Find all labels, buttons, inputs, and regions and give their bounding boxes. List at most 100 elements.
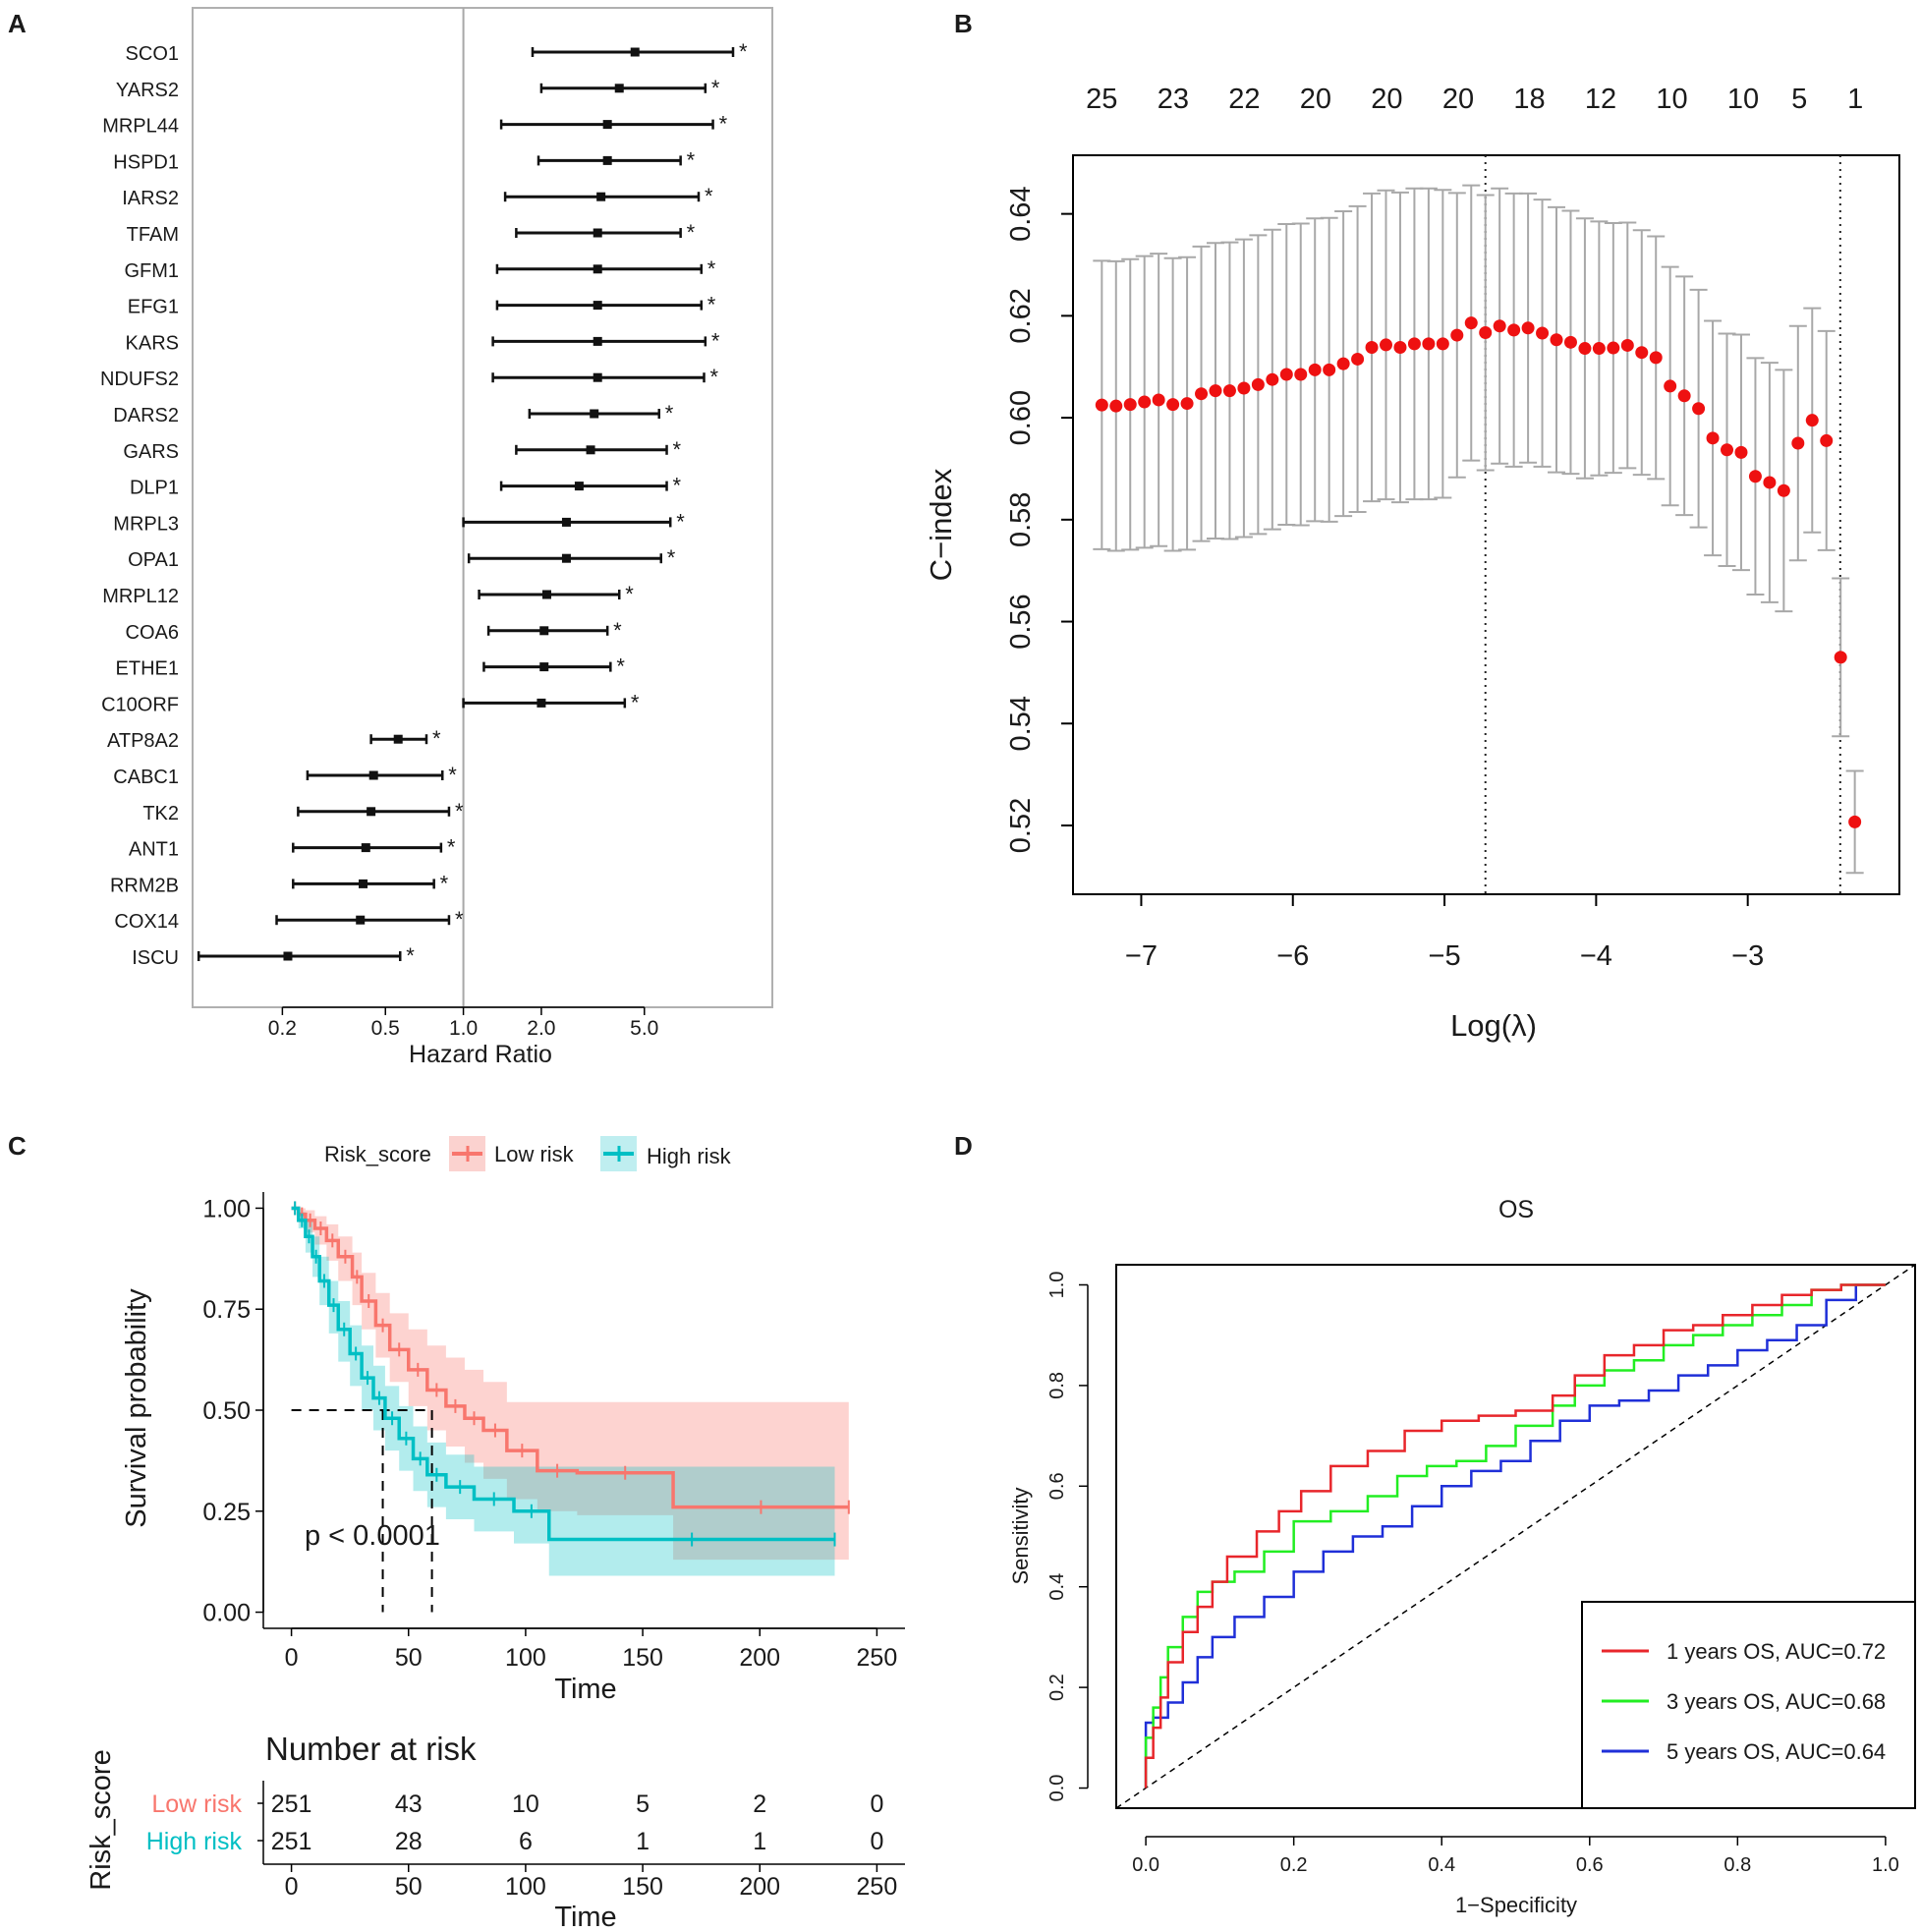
roc-y-tick-label: 0.6 (1046, 1472, 1068, 1500)
cindex-point (1365, 341, 1379, 355)
risk-table-count: 43 (395, 1790, 423, 1818)
cindex-point (1521, 321, 1535, 335)
forest-significance-star: * (616, 654, 625, 679)
cindex-y-tick-label: 0.56 (1005, 594, 1037, 649)
forest-significance-star: * (447, 835, 456, 860)
cindex-x-tick-label: −7 (1125, 940, 1158, 972)
forest-point-estimate (368, 770, 378, 780)
km-plot: Risk_score Low risk High risk 0.000.250.… (121, 1136, 905, 1705)
km-p-value: p < 0.0001 (305, 1520, 440, 1552)
roc-x-tick-label: 0.4 (1428, 1854, 1455, 1876)
cindex-point (1748, 470, 1762, 483)
cindex-point (1479, 325, 1493, 339)
risk-table-x-tick-label: 250 (857, 1873, 898, 1901)
roc-x-tick-label: 0.8 (1723, 1854, 1751, 1876)
forest-gene-label: TK2 (142, 803, 179, 824)
cindex-marks: −7 −6 −5 −4 −3 0.52 0.54 0.56 0.58 0.60 0.62 0.64 25… (1005, 84, 1864, 972)
cindex-point (1222, 384, 1236, 398)
cindex-point (1607, 341, 1620, 355)
cindex-point (1195, 387, 1209, 401)
forest-gene-label: RRM2B (110, 875, 179, 896)
forest-point-estimate (393, 734, 403, 744)
roc-curve (1144, 1283, 1886, 1789)
km-legend-high-risk: High risk (647, 1144, 732, 1168)
km-marks: 0.00 0.25 0.50 0.75 1.00 0 50 100 150 200 250 (202, 1192, 905, 1672)
forest-point-estimate (539, 626, 549, 636)
km-legend-title: Risk_score (324, 1142, 431, 1166)
cindex-point (1095, 398, 1108, 412)
forest-significance-star: * (665, 401, 674, 426)
forest-marks: 0.2 0.5 1.0 2.0 5.0 SCO1 * YARS2 * MRPL44 * HSPD1 * I… (100, 8, 748, 1040)
cindex-point (1578, 342, 1592, 356)
cindex-point (1180, 397, 1194, 411)
km-y-tick-label: 0.25 (202, 1499, 251, 1526)
cindex-point (1138, 395, 1152, 409)
cindex-y-tick-label: 0.64 (1005, 186, 1037, 241)
roc-y-tick-label: 0.8 (1046, 1372, 1068, 1399)
forest-gene-label: YARS2 (116, 80, 179, 101)
panel-label-b: B (954, 9, 973, 38)
risk-table-count: 6 (519, 1828, 533, 1855)
km-x-tick-label: 0 (285, 1644, 299, 1672)
forest-point-estimate (630, 47, 640, 57)
cindex-y-tick-label: 0.60 (1005, 390, 1037, 445)
forest-point-estimate (359, 879, 368, 888)
cindex-point (1649, 351, 1663, 365)
forest-point-estimate (590, 409, 599, 419)
forest-significance-star: * (676, 509, 685, 534)
forest-significance-star: * (455, 907, 464, 932)
cindex-point (1763, 476, 1777, 489)
forest-significance-star: * (613, 618, 622, 643)
cindex-y-tick-label: 0.58 (1005, 492, 1037, 547)
forest-significance-star: * (739, 39, 748, 64)
cindex-point (1323, 363, 1336, 376)
risk-table-row-label: Low risk (151, 1790, 242, 1818)
risk-table-count: 0 (870, 1828, 883, 1855)
forest-point-estimate (283, 951, 293, 961)
forest-point-estimate (602, 120, 612, 130)
forest-significance-star: * (448, 763, 457, 787)
km-survival-curve (291, 1206, 835, 1542)
forest-point-estimate (541, 590, 551, 599)
risk-table-count: 0 (870, 1790, 883, 1818)
risk-table-count: 10 (512, 1790, 539, 1818)
forest-gene-label: MRPL3 (113, 513, 179, 535)
forest-significance-star: * (673, 437, 682, 462)
roc-marks: 0.0 0.0 0.2 0.2 0.4 0.4 0.6 0.6 0.8 0.8 1.0 1.0 1 ye… (1046, 1264, 1916, 1876)
risk-table-count: 5 (636, 1790, 650, 1818)
risk-table-y-axis-label: Risk_score (85, 1749, 117, 1890)
cindex-point (1620, 338, 1634, 352)
km-y-tick-label: 1.00 (202, 1195, 251, 1222)
cindex-point (1734, 445, 1748, 459)
risk-table-x-tick-label: 0 (285, 1873, 299, 1901)
forest-x-tick-label: 2.0 (527, 1017, 555, 1040)
forest-gene-label: KARS (126, 332, 179, 354)
km-x-tick-label: 50 (395, 1644, 423, 1672)
cindex-x-tick-label: −6 (1276, 940, 1309, 972)
forest-significance-star: * (432, 726, 441, 751)
risk-table-count: 251 (271, 1790, 312, 1818)
forest-gene-label: CABC1 (113, 767, 179, 788)
forest-point-estimate (602, 155, 612, 165)
km-x-tick-label: 200 (739, 1644, 780, 1672)
km-y-tick-label: 0.50 (202, 1397, 251, 1425)
cindex-point (1805, 414, 1819, 427)
cindex-point (1109, 399, 1123, 413)
risk-table-row-label: High risk (146, 1828, 243, 1855)
roc-legend-label: 3 years OS, AUC=0.68 (1667, 1689, 1886, 1714)
cindex-plot: −7 −6 −5 −4 −3 0.52 0.54 0.56 0.58 0.60 0.62 0.64 25… (924, 84, 1900, 1043)
cindex-point (1351, 352, 1365, 366)
forest-gene-label: ISCU (132, 947, 179, 969)
forest-significance-star: * (711, 328, 720, 353)
cindex-nonzero-count-label: 18 (1513, 84, 1545, 115)
risk-table-title: Number at risk (265, 1731, 477, 1767)
cindex-point (1308, 363, 1322, 376)
cindex-y-axis-label: C−index (924, 468, 958, 581)
cindex-point (1536, 326, 1550, 340)
forest-point-estimate (596, 192, 606, 201)
cindex-point (1721, 443, 1734, 457)
risk-table-x-axis-label: Time (554, 1902, 616, 1932)
